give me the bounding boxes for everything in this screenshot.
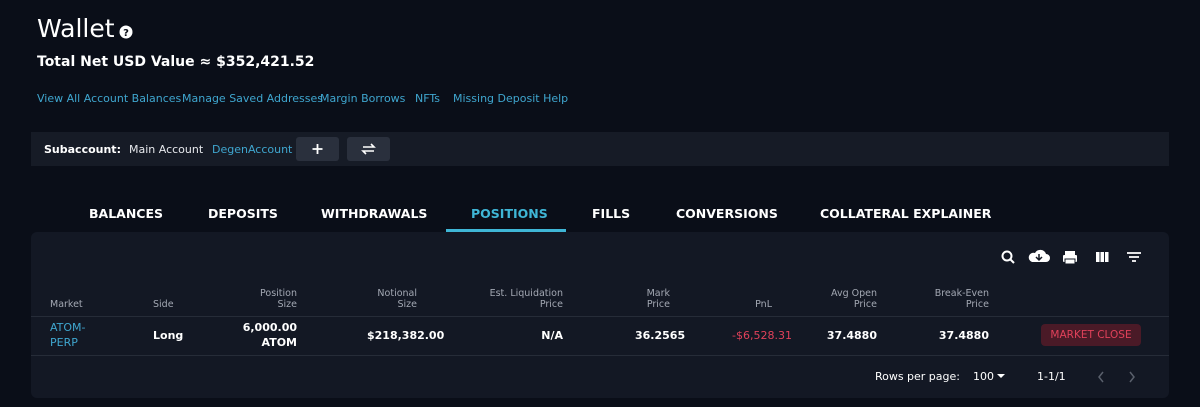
rows-per-page[interactable]: 100 xyxy=(973,370,994,383)
print-icon[interactable] xyxy=(1063,251,1077,265)
divider xyxy=(31,316,1169,317)
next-page[interactable] xyxy=(1129,371,1135,383)
column-header[interactable]: Avg Open Price xyxy=(831,288,877,310)
subaccount-bar xyxy=(31,132,1169,166)
tab[interactable]: BALANCES xyxy=(89,206,164,221)
cell: $218,382.00 xyxy=(367,328,445,342)
tab-indicator xyxy=(446,229,566,232)
svg-text:?: ? xyxy=(123,28,129,39)
search-icon[interactable] xyxy=(1001,250,1015,264)
subaccount-label: Subaccount: xyxy=(44,143,121,156)
total-value: Total Net USD Value ≈ $352,421.52 xyxy=(37,54,315,70)
nav-link[interactable]: Margin Borrows xyxy=(320,92,406,105)
switch-button[interactable] xyxy=(347,137,390,161)
account[interactable]: Main Account xyxy=(129,143,204,156)
cell: 37.4880 xyxy=(938,328,989,342)
column-header[interactable]: PnL xyxy=(755,299,772,310)
column-header[interactable]: Position Size xyxy=(260,288,297,310)
divider xyxy=(31,355,1169,356)
tab[interactable]: CONVERSIONS xyxy=(676,206,778,221)
market-link[interactable]: ATOM-PERP xyxy=(50,321,86,349)
column-header[interactable]: Side xyxy=(153,299,174,310)
cell: -$6,528.31 xyxy=(732,328,792,342)
tab[interactable]: DEPOSITS xyxy=(208,206,278,221)
nav-link[interactable]: Manage Saved Addresses xyxy=(182,92,323,105)
cell: Long xyxy=(153,328,184,342)
dropdown-arrow[interactable] xyxy=(996,372,1006,380)
nav-link[interactable]: NFTs xyxy=(415,92,440,105)
cell: 36.2565 xyxy=(635,328,686,342)
column-header[interactable]: Break-Even Price xyxy=(934,288,989,310)
toolbar xyxy=(1001,249,1141,265)
positions-panel xyxy=(31,232,1169,398)
pagination xyxy=(1098,371,1135,383)
cell: 6,000.00 ATOM xyxy=(242,321,297,349)
market-close-button[interactable]: MARKET CLOSE xyxy=(1041,324,1141,346)
nav-link[interactable]: Missing Deposit Help xyxy=(453,92,569,105)
cell: 37.4880 xyxy=(826,328,877,342)
columns-icon[interactable] xyxy=(1096,252,1109,262)
tab[interactable]: POSITIONS xyxy=(471,206,548,221)
tab[interactable]: WITHDRAWALS xyxy=(321,206,428,221)
page-range: 1-1/1 xyxy=(1037,370,1066,383)
rows-per-page-label: Rows per page: xyxy=(874,370,960,383)
prev-page[interactable] xyxy=(1098,371,1104,383)
column-header[interactable]: Est. Liquidation Price xyxy=(489,288,563,310)
add-button[interactable] xyxy=(296,137,339,161)
download-icon[interactable] xyxy=(1028,249,1050,262)
column-header[interactable]: Notional Size xyxy=(377,288,417,310)
help-icon[interactable]: ? xyxy=(119,25,133,39)
page-title: Wallet xyxy=(37,14,115,43)
tab[interactable]: COLLATERAL EXPLAINER xyxy=(820,206,992,221)
account[interactable]: DegenAccount xyxy=(212,143,293,156)
tab[interactable]: FILLS xyxy=(592,206,631,221)
filter-icon[interactable] xyxy=(1127,252,1141,262)
column-header[interactable]: Market xyxy=(50,299,83,310)
cell: N/A xyxy=(541,328,563,342)
nav-link[interactable]: View All Account Balances xyxy=(37,92,182,105)
column-header[interactable]: Mark Price xyxy=(646,288,670,310)
